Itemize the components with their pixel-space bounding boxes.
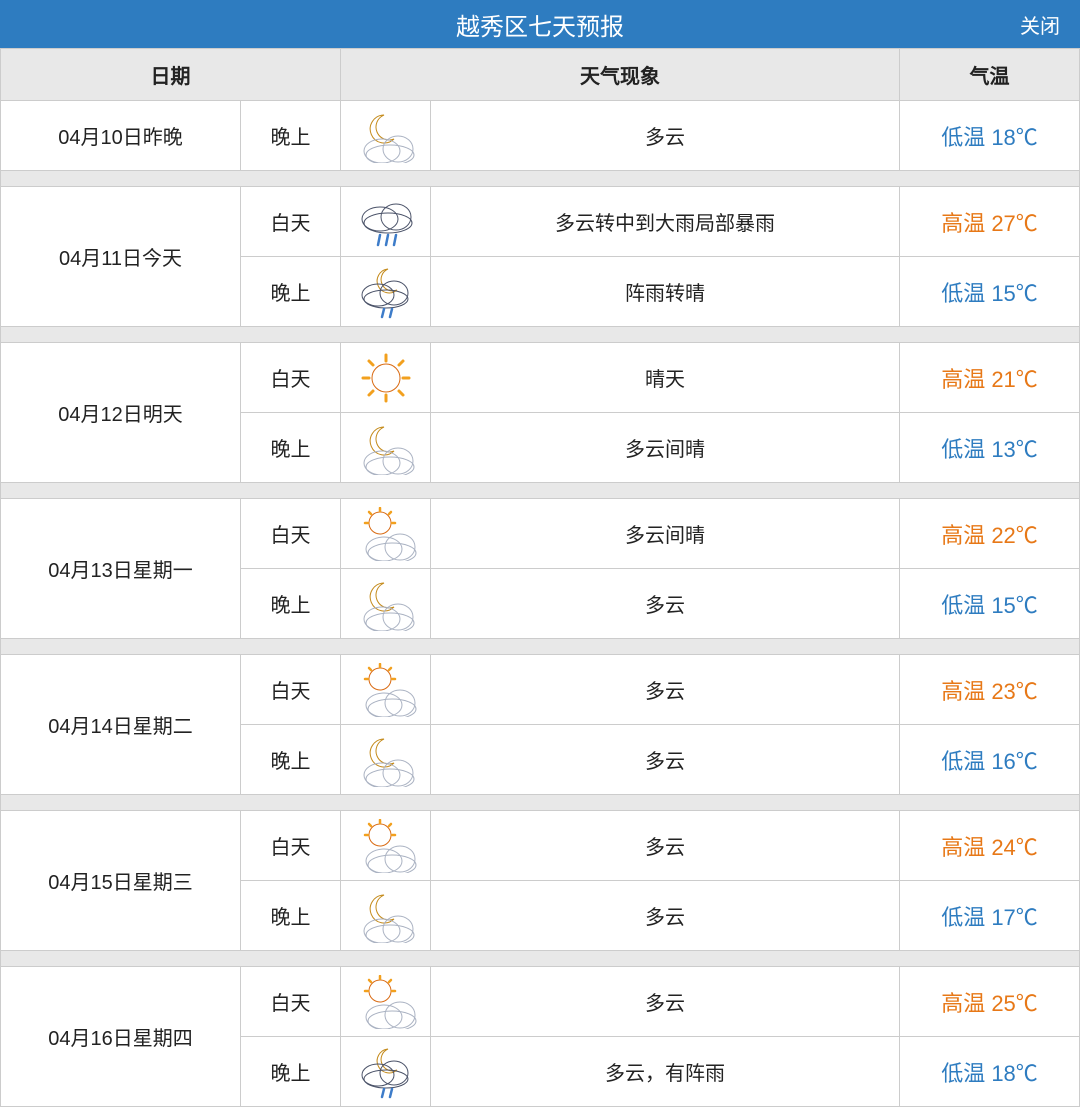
forecast-header: 越秀区七天预报 关闭 — [0, 0, 1080, 48]
period-cell: 晚上 — [241, 725, 341, 795]
period-cell: 白天 — [241, 343, 341, 413]
period-cell: 白天 — [241, 655, 341, 725]
period-cell: 白天 — [241, 499, 341, 569]
day-separator — [1, 483, 1080, 499]
weather-desc: 多云 — [431, 655, 900, 725]
partly-cloudy-icon — [341, 811, 431, 881]
date-cell: 04月11日今天 — [1, 187, 241, 327]
forecast-row: 04月10日昨晚晚上 多云低温 18℃ — [1, 101, 1080, 171]
partly-cloudy-icon — [341, 967, 431, 1037]
temp-cell: 高温 21℃ — [900, 343, 1080, 413]
weather-desc: 多云 — [431, 569, 900, 639]
col-header-weather: 天气现象 — [341, 49, 900, 101]
weather-desc: 晴天 — [431, 343, 900, 413]
day-separator — [1, 639, 1080, 655]
temp-cell: 低温 17℃ — [900, 881, 1080, 951]
weather-desc: 多云 — [431, 811, 900, 881]
temp-cell: 低温 16℃ — [900, 725, 1080, 795]
day-separator — [1, 171, 1080, 187]
weather-desc: 多云 — [431, 967, 900, 1037]
forecast-row: 04月14日星期二白天多云高温 23℃ — [1, 655, 1080, 725]
date-cell: 04月13日星期一 — [1, 499, 241, 639]
date-cell: 04月16日星期四 — [1, 967, 241, 1107]
day-separator — [1, 951, 1080, 967]
night-cloudy-icon — [341, 413, 431, 483]
period-cell: 白天 — [241, 967, 341, 1037]
forecast-row: 04月13日星期一白天多云间晴高温 22℃ — [1, 499, 1080, 569]
night-shower-icon — [341, 1037, 431, 1107]
temp-cell: 低温 18℃ — [900, 101, 1080, 171]
weather-desc: 多云转中到大雨局部暴雨 — [431, 187, 900, 257]
weather-desc: 多云 — [431, 725, 900, 795]
weather-desc: 阵雨转晴 — [431, 257, 900, 327]
date-cell: 04月10日昨晚 — [1, 101, 241, 171]
day-separator — [1, 327, 1080, 343]
sunny-icon — [341, 343, 431, 413]
temp-cell: 高温 23℃ — [900, 655, 1080, 725]
weather-desc: 多云 — [431, 101, 900, 171]
partly-cloudy-icon — [341, 655, 431, 725]
rain-icon — [341, 187, 431, 257]
period-cell: 晚上 — [241, 413, 341, 483]
night-cloudy-icon — [341, 725, 431, 795]
period-cell: 白天 — [241, 811, 341, 881]
period-cell: 晚上 — [241, 881, 341, 951]
temp-cell: 低温 18℃ — [900, 1037, 1080, 1107]
temp-cell: 高温 25℃ — [900, 967, 1080, 1037]
period-cell: 晚上 — [241, 257, 341, 327]
period-cell: 晚上 — [241, 569, 341, 639]
weather-desc: 多云间晴 — [431, 413, 900, 483]
period-cell: 白天 — [241, 187, 341, 257]
date-cell: 04月12日明天 — [1, 343, 241, 483]
weather-desc: 多云间晴 — [431, 499, 900, 569]
partly-cloudy-icon — [341, 499, 431, 569]
temp-cell: 高温 22℃ — [900, 499, 1080, 569]
forecast-row: 04月16日星期四白天多云高温 25℃ — [1, 967, 1080, 1037]
night-cloudy-icon — [341, 881, 431, 951]
forecast-row: 04月12日明天白天晴天高温 21℃ — [1, 343, 1080, 413]
forecast-row: 04月11日今天白天多云转中到大雨局部暴雨高温 27℃ — [1, 187, 1080, 257]
temp-cell: 低温 15℃ — [900, 257, 1080, 327]
col-header-date: 日期 — [1, 49, 341, 101]
forecast-table: 日期 天气现象 气温 04月10日昨晚晚上多云低温 18℃04月11日今天白天多… — [0, 48, 1080, 1107]
night-shower-icon — [341, 257, 431, 327]
temp-cell: 高温 24℃ — [900, 811, 1080, 881]
forecast-row: 04月15日星期三白天多云高温 24℃ — [1, 811, 1080, 881]
night-cloudy-icon — [341, 101, 431, 171]
temp-cell: 低温 15℃ — [900, 569, 1080, 639]
temp-cell: 低温 13℃ — [900, 413, 1080, 483]
close-button[interactable]: 关闭 — [1020, 10, 1060, 39]
weather-desc: 多云，有阵雨 — [431, 1037, 900, 1107]
date-cell: 04月14日星期二 — [1, 655, 241, 795]
night-cloudy-icon — [341, 569, 431, 639]
weather-desc: 多云 — [431, 881, 900, 951]
period-cell: 晚上 — [241, 1037, 341, 1107]
col-header-temp: 气温 — [900, 49, 1080, 101]
page-title: 越秀区七天预报 — [0, 7, 1080, 42]
day-separator — [1, 795, 1080, 811]
date-cell: 04月15日星期三 — [1, 811, 241, 951]
period-cell: 晚上 — [241, 101, 341, 171]
temp-cell: 高温 27℃ — [900, 187, 1080, 257]
